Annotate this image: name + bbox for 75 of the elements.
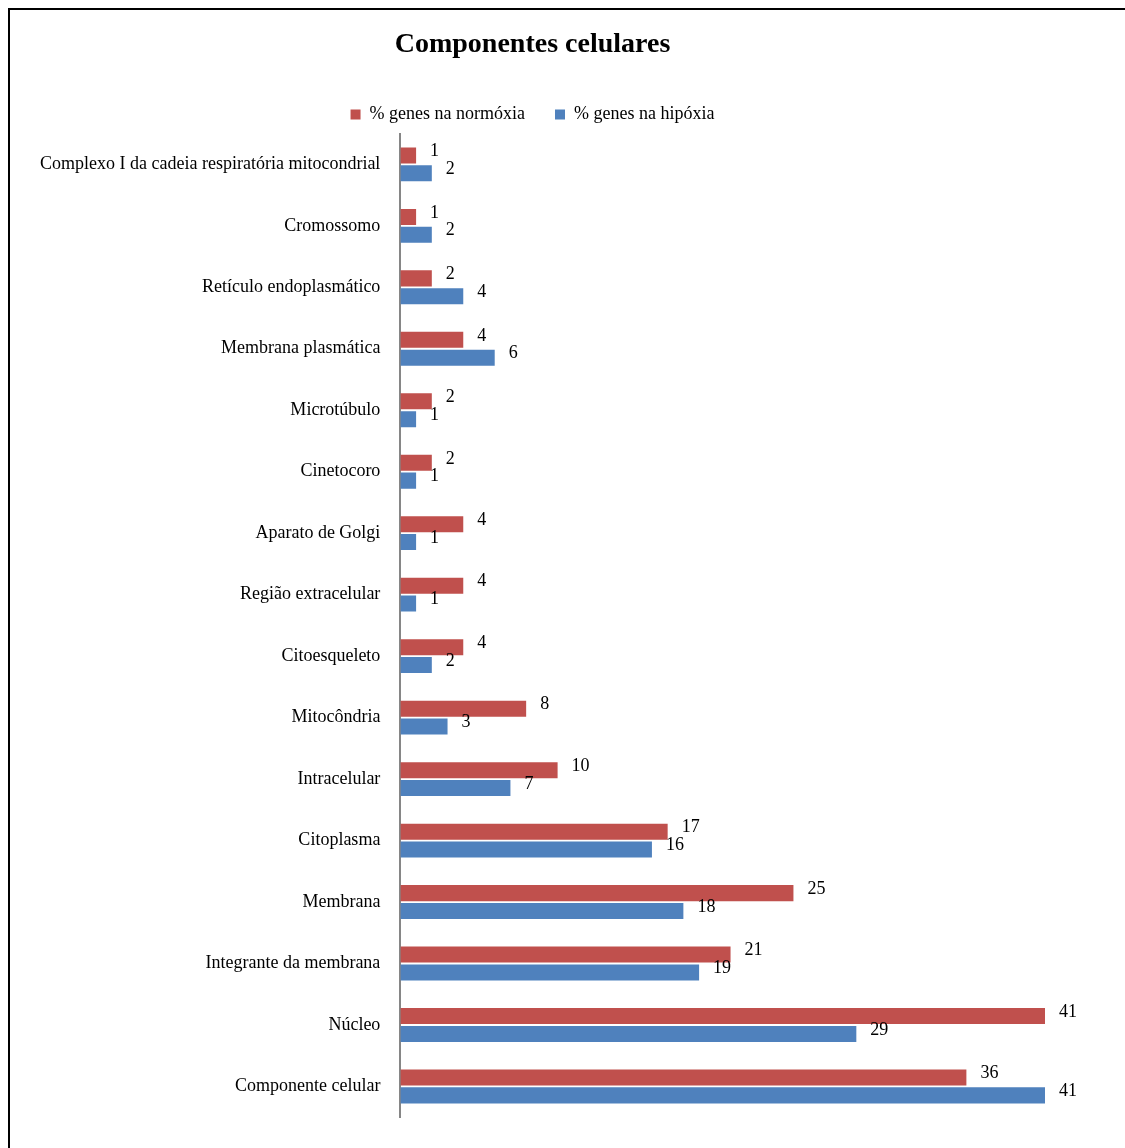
bar <box>400 1025 857 1042</box>
legend-label: % genes na normóxia <box>369 103 526 124</box>
data-label: 29 <box>870 1018 889 1039</box>
bar <box>400 1087 1045 1104</box>
data-label: 2 <box>445 219 455 240</box>
y-tick-label: Cromossomo <box>284 214 381 235</box>
y-tick-label: Retículo endoplasmático <box>201 276 381 297</box>
data-label: 36 <box>980 1062 999 1083</box>
y-tick-label: Complexo I da cadeia respiratória mitocondrial <box>40 153 381 174</box>
y-tick-label: Membrana plasmática <box>220 337 381 358</box>
bar <box>400 964 700 981</box>
y-tick-label: Intracelular <box>297 767 381 788</box>
data-label: 2 <box>445 157 455 178</box>
y-tick-label: Região extracelular <box>239 583 381 604</box>
bar <box>400 823 668 840</box>
y-tick-label: Núcleo <box>328 1013 381 1034</box>
data-label: 1 <box>430 588 440 609</box>
bar <box>400 657 432 674</box>
data-label: 7 <box>524 772 534 793</box>
bar <box>400 349 495 366</box>
data-label: 41 <box>1059 1000 1077 1021</box>
data-label: 10 <box>571 754 590 775</box>
bar <box>400 393 432 410</box>
bar <box>400 454 432 471</box>
bar <box>400 270 432 287</box>
y-tick-label: Componente celular <box>234 1075 381 1096</box>
data-label: 1 <box>430 403 440 424</box>
y-tick-label: Aparato de Golgi <box>255 521 381 542</box>
data-label: 2 <box>445 263 455 284</box>
y-tick-label: Citoplasma <box>298 829 381 850</box>
data-label: 2 <box>445 386 455 407</box>
y-tick-label: Mitocôndria <box>291 706 381 727</box>
data-label: 25 <box>807 877 826 898</box>
data-label: 4 <box>477 280 487 301</box>
data-label: 4 <box>477 570 487 591</box>
bar <box>400 902 684 919</box>
y-tick-label: Integrante da membrana <box>205 952 381 973</box>
bar <box>400 288 464 305</box>
bar <box>400 472 417 489</box>
data-label: 1 <box>430 526 440 547</box>
bar <box>400 779 511 797</box>
bar <box>400 226 432 243</box>
data-label: 21 <box>744 939 763 960</box>
data-label: 3 <box>461 711 471 732</box>
bar <box>400 411 417 428</box>
data-label: 4 <box>477 631 487 652</box>
bar <box>400 147 417 164</box>
data-label: 4 <box>477 509 487 530</box>
data-label: 8 <box>540 693 550 714</box>
y-tick-label: Microtúbulo <box>290 398 381 419</box>
bar <box>400 208 417 225</box>
bar <box>400 165 432 182</box>
bar <box>400 1069 967 1086</box>
data-label: 18 <box>697 895 716 916</box>
y-tick-label: Cinetocoro <box>300 460 381 481</box>
data-label: 2 <box>445 447 455 468</box>
data-label: 1 <box>430 140 440 161</box>
bar <box>400 718 448 735</box>
data-label: 17 <box>681 816 700 837</box>
data-label: 1 <box>430 465 440 486</box>
chart-title: Componentes celulares <box>394 27 671 59</box>
data-label: 6 <box>508 342 518 363</box>
bar <box>400 595 417 612</box>
data-label: 16 <box>665 834 684 855</box>
bar <box>400 331 464 348</box>
bar <box>400 841 652 858</box>
data-label: 1 <box>430 201 440 222</box>
y-tick-label: Citoesqueleto <box>281 644 381 665</box>
data-label: 19 <box>713 957 732 978</box>
legend-label: % genes na hipóxia <box>574 103 715 124</box>
bar <box>400 534 417 551</box>
data-label: 2 <box>445 649 455 670</box>
data-label: 41 <box>1059 1080 1077 1101</box>
y-tick-label: Membrana <box>302 890 381 911</box>
data-label: 4 <box>477 324 487 345</box>
